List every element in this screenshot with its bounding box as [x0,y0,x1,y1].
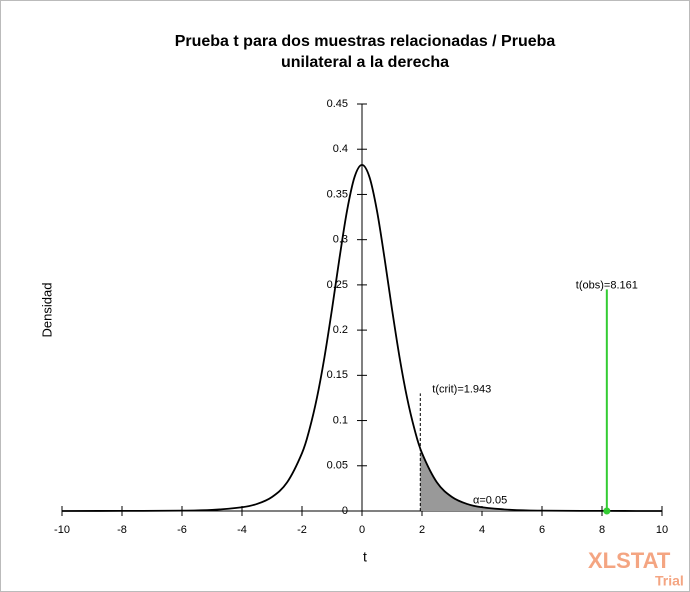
annotation-label: α=0.05 [473,495,507,507]
annotation-label: t(crit)=1.943 [432,383,491,395]
y-tick-label: 0.15 [327,369,348,381]
x-tick-label: -8 [117,524,127,536]
annotation-point [603,507,611,515]
chart-title: unilateral a la derecha [281,54,449,71]
y-tick-label: 0.2 [333,324,348,336]
x-tick-label: 6 [539,524,545,536]
x-tick-label: 10 [656,524,668,536]
x-tick-label: -2 [297,524,307,536]
x-tick-label: 8 [599,524,605,536]
y-tick-label: 0.25 [327,279,348,291]
y-tick-label: 0.1 [333,414,348,426]
y-tick-label: 0.45 [327,98,348,110]
y-tick-label: 0.35 [327,188,348,200]
annotation-label: t(obs)=8.161 [576,279,638,291]
watermark: Trial [655,573,684,589]
area [420,448,662,511]
y-tick-label: 0.3 [333,234,348,246]
watermark: XLSTAT [588,548,671,573]
x-tick-label: -10 [54,524,70,536]
x-tick-label: -4 [237,524,247,536]
y-tick-label: 0 [342,505,348,517]
y-tick-label: 0.05 [327,460,348,472]
x-tick-label: 0 [359,524,365,536]
x-tick-label: -6 [177,524,187,536]
chart-title: Prueba t para dos muestras relacionadas … [175,33,556,50]
density-curve [61,163,663,512]
y-axis-label: Densidad [39,283,54,338]
y-tick-label: 0.4 [333,143,348,155]
x-axis-label: t [363,549,367,565]
x-tick-label: 4 [479,524,485,536]
x-tick-label: 2 [419,524,425,536]
